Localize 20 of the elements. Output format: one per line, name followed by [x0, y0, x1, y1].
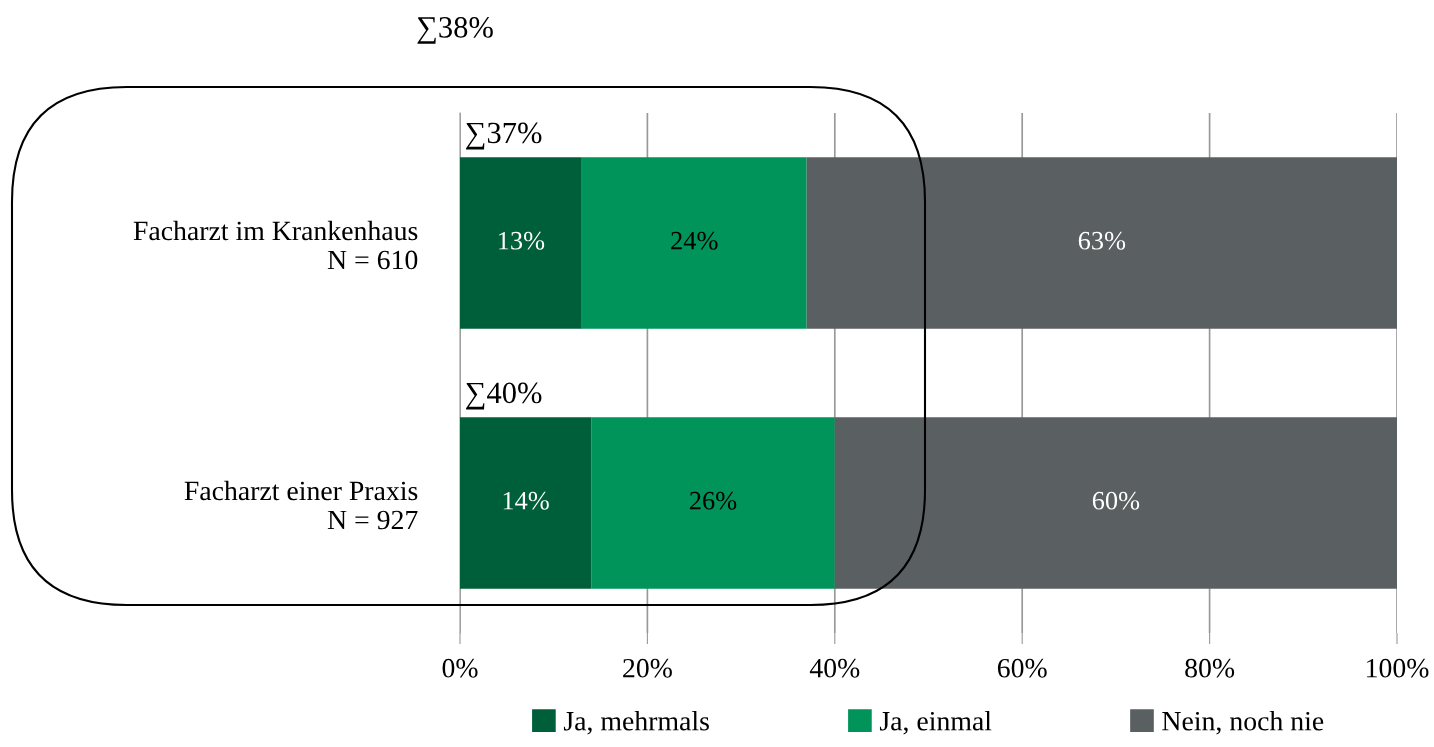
text: 63% [1078, 231, 1126, 250]
text: ∑38% [417, 17, 493, 44]
legend-label: Ja, mehrmals [563, 711, 709, 735]
x-tick-label: 80% [1185, 658, 1235, 678]
text: 24% [671, 231, 718, 250]
y-tick-label: Facharzt im Krankenhaus N = 610 [133, 220, 418, 270]
x-tick-label: 0% [442, 658, 478, 678]
text: 13% [499, 231, 545, 250]
text: 26% [689, 491, 737, 510]
legend-label: Nein, noch nie [1162, 711, 1324, 735]
text: 60% [1092, 491, 1140, 510]
annotation: ∑37% [466, 122, 542, 150]
x-tick-label: 40% [809, 658, 860, 678]
annotation: ∑40% [466, 382, 542, 410]
y-tick-label: Facharzt einer Praxis N = 927 [184, 480, 418, 530]
text: 14% [503, 491, 549, 510]
x-tick-label: 60% [997, 658, 1047, 678]
legend-label: Ja, einmal [879, 711, 992, 735]
x-tick-label: 100% [1367, 658, 1429, 678]
x-tick-label: 20% [623, 658, 672, 678]
